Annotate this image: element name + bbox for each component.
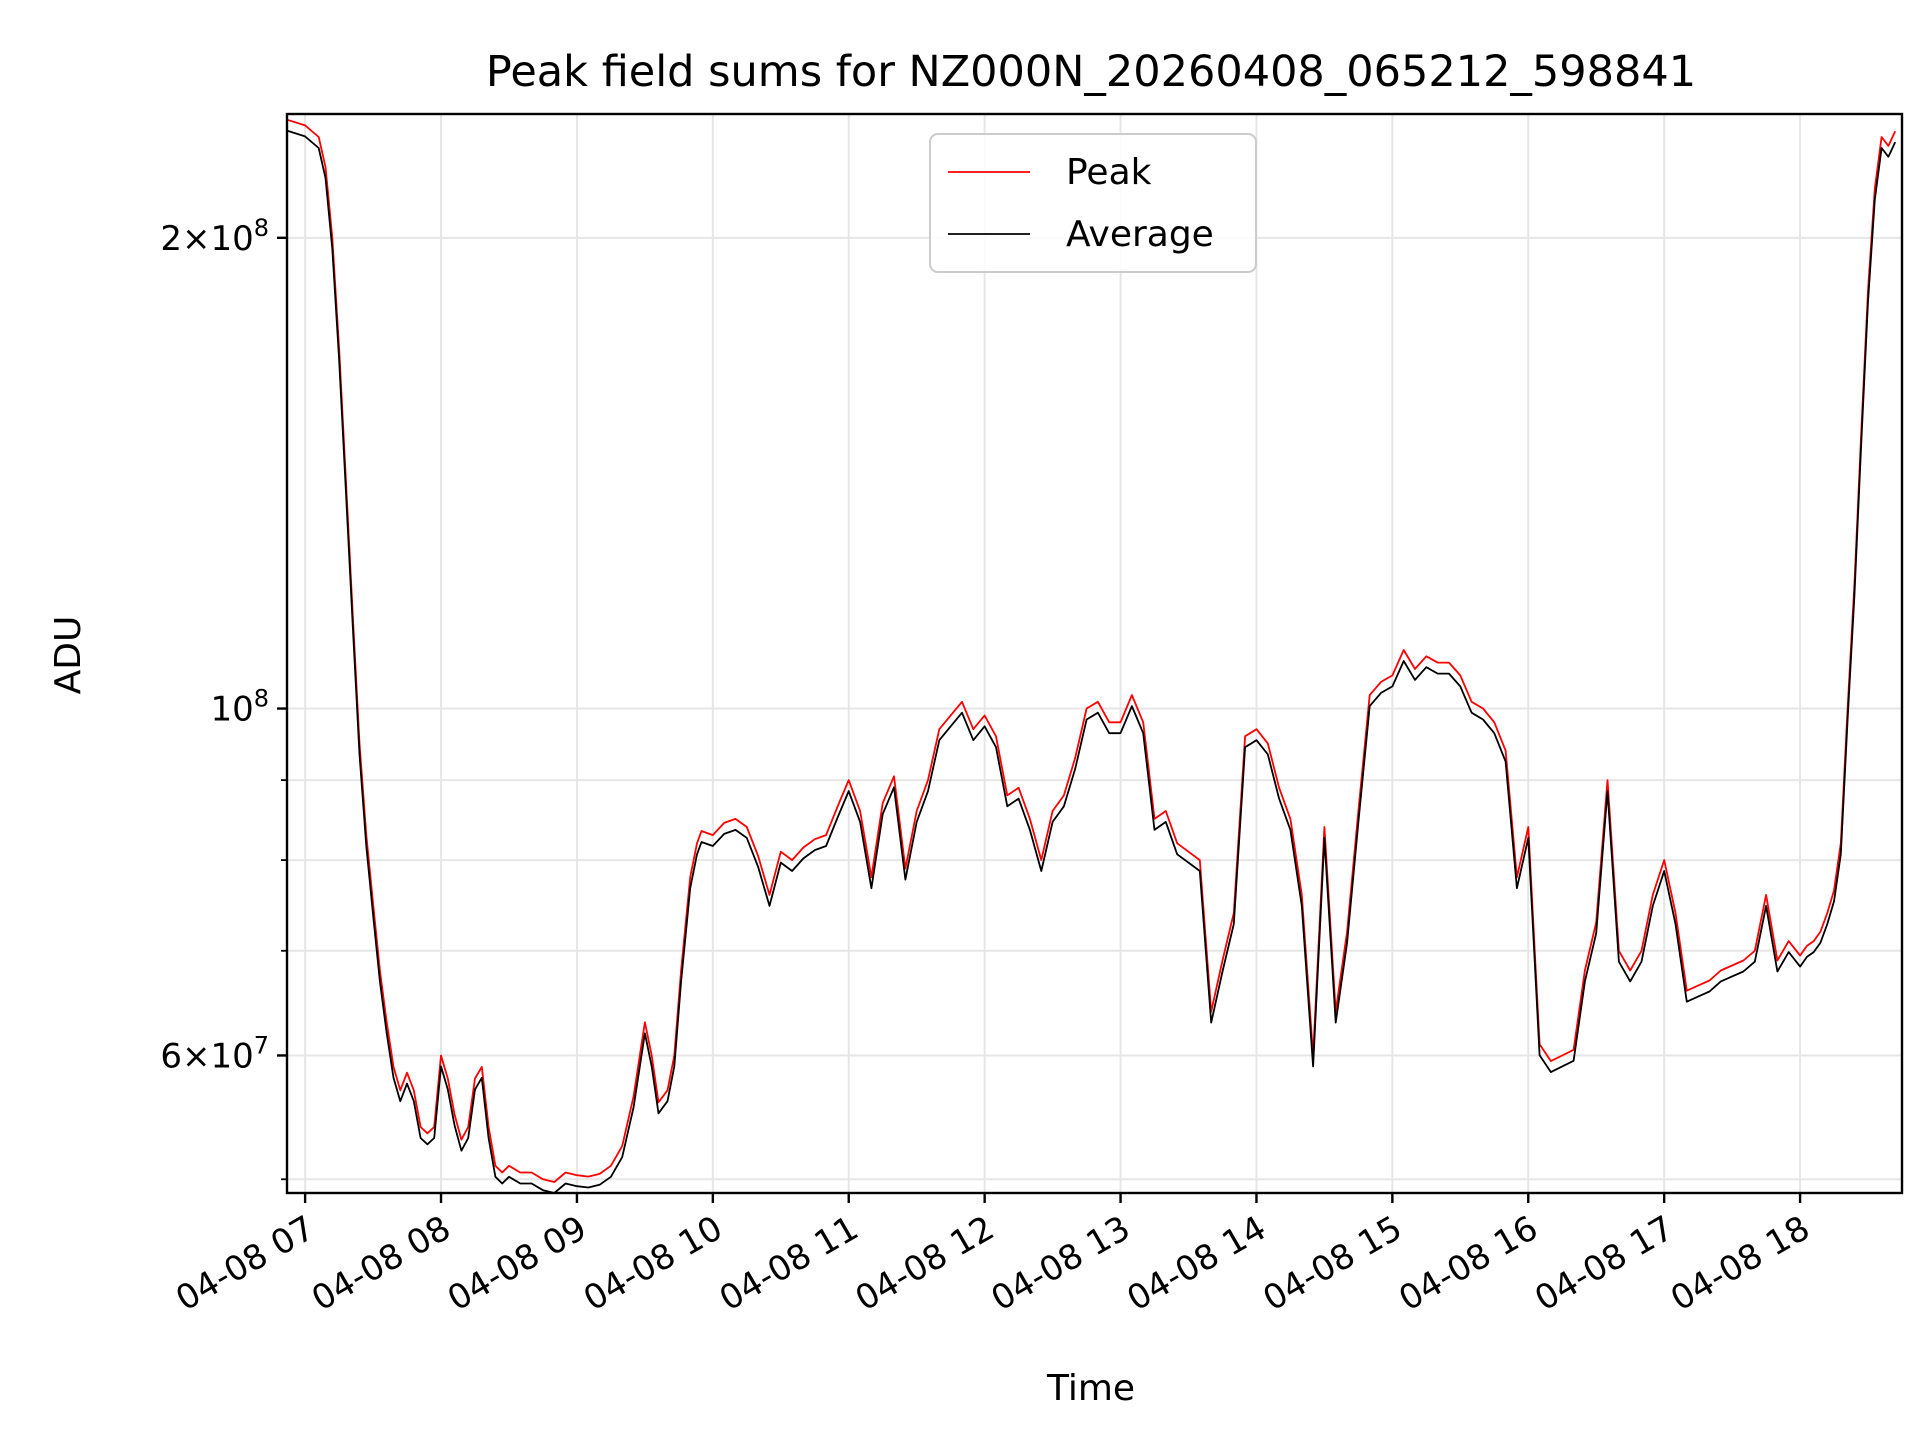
plot-lines bbox=[286, 118, 1897, 1194]
y-axis-label: ADU bbox=[48, 616, 89, 695]
y-tick-label: 2×108 bbox=[160, 214, 269, 259]
chart-title: Peak field sums for NZ000N_20260408_0652… bbox=[486, 47, 1696, 97]
y-tick-label: 108 bbox=[210, 685, 269, 730]
legend-label-peak: Peak bbox=[1066, 152, 1152, 193]
series-line-average bbox=[286, 129, 1897, 1194]
y-axis: 6×107 108 2×108 bbox=[160, 214, 287, 1181]
y-tick-label: 6×107 bbox=[160, 1031, 269, 1076]
series-line-peak bbox=[286, 118, 1897, 1183]
plot-frame bbox=[285, 112, 1904, 1195]
legend: Peak Average bbox=[929, 133, 1257, 273]
x-axis-label: Time bbox=[1046, 1368, 1135, 1409]
legend-label-average: Average bbox=[1066, 214, 1214, 255]
legend-box bbox=[929, 133, 1257, 273]
